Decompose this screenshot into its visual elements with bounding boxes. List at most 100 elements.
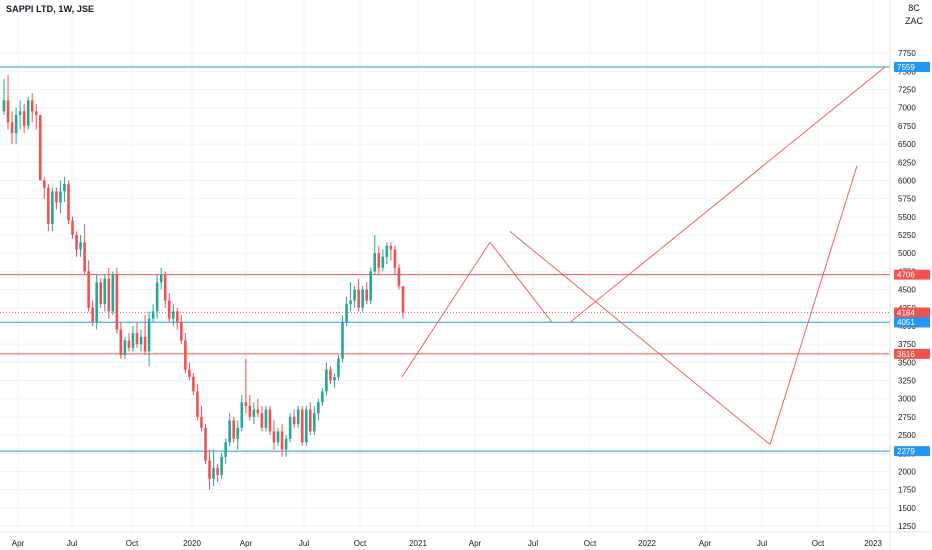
candle-body	[333, 376, 336, 381]
candle-body	[10, 122, 14, 134]
candle-body	[373, 253, 377, 272]
candle-body	[321, 391, 324, 403]
time-tick-label: Oct	[584, 539, 597, 548]
currency-badge[interactable]: 8C ZAC	[899, 2, 929, 26]
candle-body	[341, 322, 344, 359]
price-label-resistance: 4706	[897, 271, 915, 280]
price-tick-label: 5500	[898, 213, 916, 222]
candle-body	[107, 278, 111, 312]
price-label-support: 7559	[897, 63, 915, 72]
candle-body	[188, 369, 191, 377]
candle-body	[308, 409, 312, 432]
candle-body	[345, 304, 348, 323]
candle-body	[361, 289, 364, 308]
symbol-title: SAPPI LTD, 1W, JSE	[6, 4, 95, 14]
currency-prefix: 8C	[908, 3, 920, 13]
candle-body	[232, 420, 236, 439]
candle-body	[196, 391, 199, 417]
candle-body	[284, 438, 288, 450]
candle-body	[123, 340, 127, 356]
trend-line	[569, 66, 886, 323]
candle-body	[248, 405, 252, 417]
time-tick-label: Oct	[354, 539, 367, 548]
time-tick-label: 2023	[864, 539, 882, 548]
grid-lines	[0, 0, 890, 532]
candle-body	[34, 111, 38, 115]
candle-body	[127, 340, 131, 348]
candle-body	[18, 111, 22, 115]
price-tick-label: 6000	[898, 176, 916, 185]
time-tick-label: Apr	[240, 539, 253, 548]
time-axis: Apr Jul Oct 2020 Apr Jul Oct 2021 Apr Jul Oct 2022 A…	[0, 531, 932, 548]
price-label-resistance: 3616	[897, 350, 915, 359]
candle-body	[389, 245, 393, 250]
candle-body	[325, 369, 328, 392]
price-tick-label: 6250	[898, 158, 916, 167]
price-tick-label: 3250	[898, 377, 916, 386]
candle-body	[397, 267, 401, 286]
trend-line	[489, 241, 553, 323]
price-label-bg	[894, 317, 930, 328]
candle-body	[103, 278, 107, 305]
candle-body	[280, 431, 284, 450]
time-tick-label: 2022	[638, 539, 656, 548]
candle-body	[365, 289, 368, 301]
candle-body	[204, 427, 207, 461]
candle-body	[385, 245, 389, 257]
candle-body	[14, 114, 18, 134]
candle-body	[349, 300, 352, 305]
candle-body	[79, 242, 82, 250]
price-label-last: 4184	[897, 309, 915, 318]
price-tick-label: 5000	[898, 249, 916, 258]
candle-body	[401, 285, 405, 313]
price-label-bg	[894, 62, 930, 73]
price-tick-label: 7000	[898, 104, 916, 113]
price-tick-label: 6750	[898, 122, 916, 131]
price-tick-label: 5250	[898, 231, 916, 240]
time-tick-label: Jul	[67, 539, 77, 548]
candle-body	[192, 376, 195, 392]
candle-body	[300, 409, 304, 443]
time-tick-label: Jul	[299, 539, 309, 548]
candle-body	[22, 111, 26, 126]
price-label-bg	[894, 348, 930, 359]
candle-body	[240, 402, 244, 428]
candle-body	[256, 409, 260, 414]
candle-body	[381, 256, 385, 268]
price-label-bg	[894, 307, 930, 318]
candle-body	[244, 402, 248, 406]
candle-body	[317, 402, 320, 414]
candle-body	[276, 431, 280, 443]
candle-body	[288, 416, 292, 439]
horizontal-lines	[0, 66, 890, 452]
price-label-bg	[894, 446, 930, 457]
candle-body	[264, 409, 268, 428]
price-tick-label: 6500	[898, 140, 916, 149]
candle-body	[184, 340, 187, 370]
price-tick-label: 7250	[898, 86, 916, 95]
candle-body	[208, 460, 211, 479]
trend-drawings	[401, 66, 886, 445]
candle-body	[216, 467, 219, 476]
time-tick-label: 2021	[409, 539, 427, 548]
trend-line	[401, 242, 491, 378]
candle-body	[131, 333, 135, 348]
candle-body	[135, 333, 139, 345]
time-tick-label: 2020	[183, 539, 201, 548]
candle-body	[147, 318, 151, 352]
time-tick-label: Apr	[12, 539, 25, 548]
candle-body	[369, 271, 373, 301]
candle-body	[313, 413, 316, 432]
candle-body	[67, 184, 70, 221]
candle-body	[95, 282, 98, 323]
candle-body	[337, 358, 340, 377]
time-tick-label: Jul	[757, 539, 767, 548]
candle-body	[47, 187, 50, 225]
time-tick-label: Apr	[469, 539, 482, 548]
candle-body	[159, 275, 163, 283]
candle-body	[272, 431, 276, 443]
candle-body	[30, 100, 34, 112]
price-tick-label: 1250	[898, 522, 916, 531]
candle-body	[167, 300, 171, 319]
